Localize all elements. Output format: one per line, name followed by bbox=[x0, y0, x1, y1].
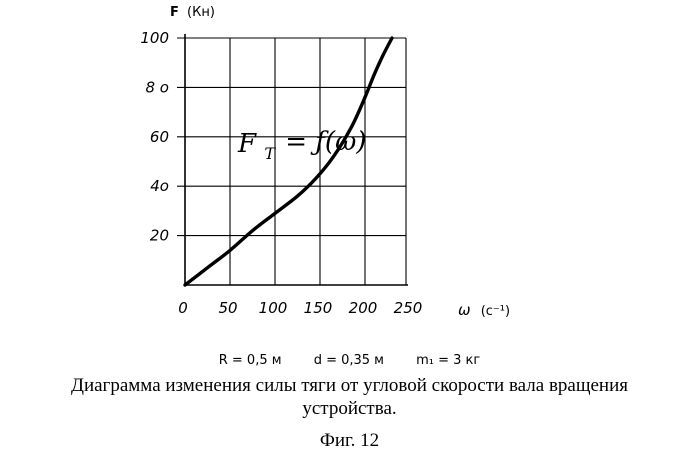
curve-formula-annotation: F T = ƒ(ω) bbox=[237, 127, 366, 166]
caption-line-2: устройства. bbox=[302, 398, 397, 419]
x-axis-label: ω (c⁻¹) bbox=[458, 301, 510, 319]
mass-param: m₁ = 3 кг bbox=[416, 353, 481, 368]
y-axis-label: F (Кн) bbox=[170, 5, 215, 20]
x-tick-label: 250 bbox=[394, 299, 423, 317]
y-tick-label: 100 bbox=[140, 29, 169, 47]
figure-caption: Диаграмма изменения силы тяги от угловой… bbox=[0, 374, 699, 420]
distance-param: d = 0,35 м bbox=[313, 353, 384, 368]
x-tick-label: 100 bbox=[259, 299, 288, 317]
series-line-0 bbox=[183, 36, 394, 287]
figure-number: Фиг. 12 bbox=[319, 430, 380, 451]
y-tick-label: 20 bbox=[150, 227, 169, 245]
axes bbox=[184, 34, 408, 286]
parameters-line: R = 0,5 м d = 0,35 м m₁ = 3 кг bbox=[0, 353, 699, 368]
y-tick-label: 4о bbox=[150, 177, 169, 195]
x-tick-label: 50 bbox=[218, 299, 237, 317]
caption-line-1: Диаграмма изменения силы тяги от угловой… bbox=[70, 375, 628, 396]
x-tick-label: 0 bbox=[178, 299, 188, 317]
x-tick-label: 200 bbox=[349, 299, 378, 317]
x-tick-label: 150 bbox=[304, 299, 333, 317]
y-tick-labels: 20 4о 60 8 о 100 bbox=[140, 29, 169, 245]
y-tick-label: 8 о bbox=[146, 78, 170, 96]
radius-param: R = 0,5 м bbox=[218, 353, 282, 368]
grid bbox=[177, 37, 407, 285]
series-curve bbox=[183, 36, 394, 287]
x-tick-labels: 0 50 100 150 200 250 bbox=[178, 299, 422, 317]
force-vs-angular-speed-chart: 20 4о 60 8 о 100 0 50 100 150 200 250 F (Кн) ω (c… bbox=[140, 5, 510, 319]
y-tick-label: 60 bbox=[150, 128, 169, 146]
